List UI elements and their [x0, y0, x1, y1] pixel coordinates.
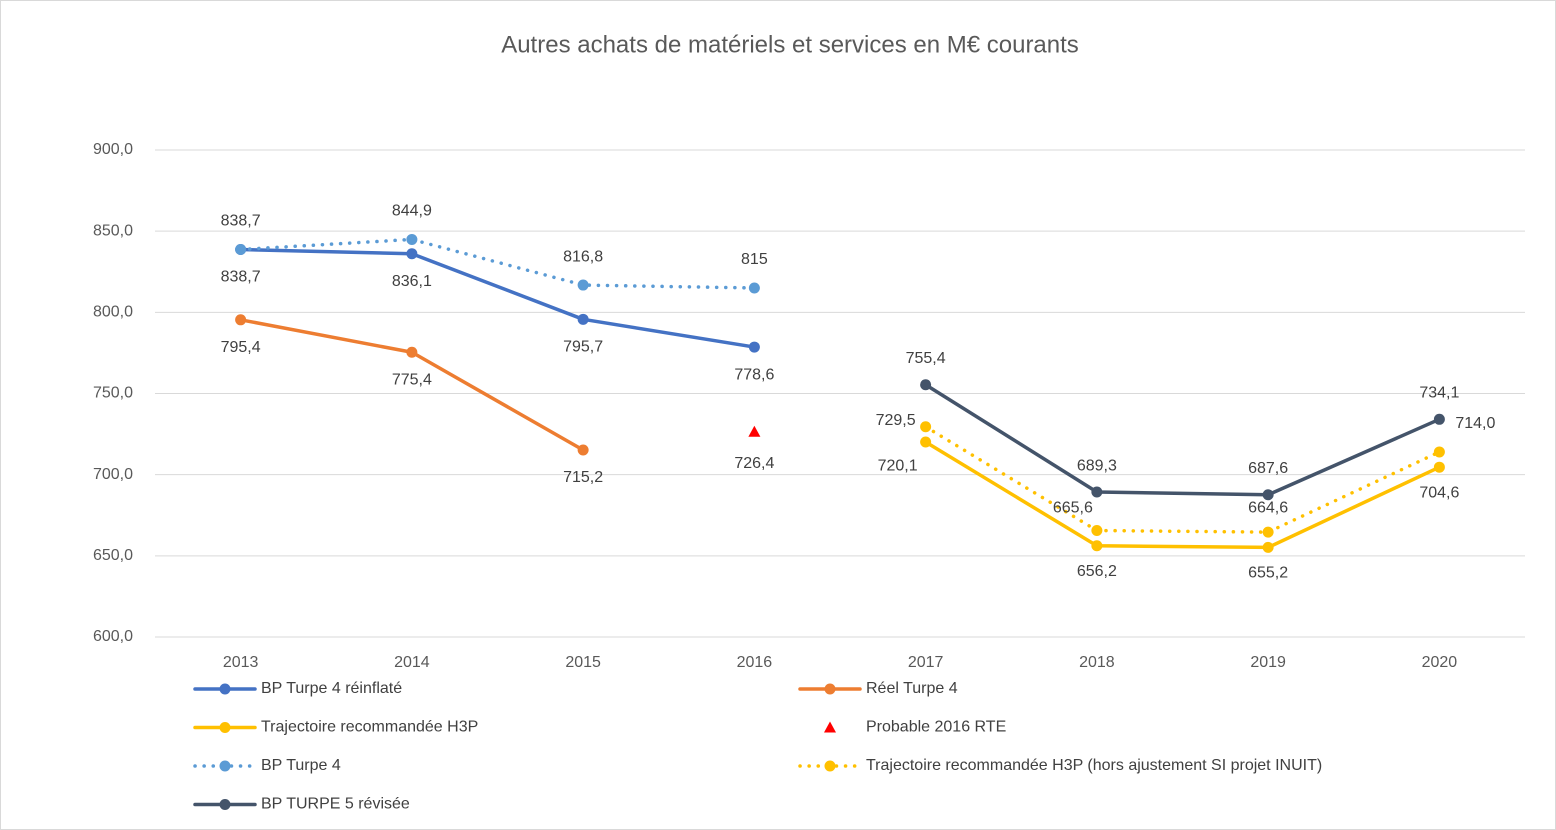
- point-marker: [748, 425, 761, 437]
- point-marker: [219, 799, 231, 810]
- x-tick-label: 2015: [565, 654, 601, 671]
- y-tick-label: 600,0: [93, 628, 133, 645]
- data-label: 689,3: [1077, 457, 1117, 474]
- data-label: 815: [741, 251, 768, 268]
- data-label: 775,4: [392, 371, 432, 388]
- data-label: 726,4: [734, 455, 774, 472]
- series-line: [923, 440, 1442, 550]
- y-tick-label: 700,0: [93, 466, 133, 483]
- legend-label: BP TURPE 5 révisée: [261, 796, 410, 813]
- legend-label: Probable 2016 RTE: [866, 719, 1006, 736]
- data-label: 734,1: [1419, 385, 1459, 402]
- point-marker: [824, 760, 836, 772]
- legend-label: BP Turpe 4 réinflaté: [261, 680, 402, 697]
- point-marker: [577, 444, 589, 456]
- x-tick-label: 2020: [1422, 654, 1458, 671]
- data-label: 704,6: [1419, 484, 1459, 501]
- point-marker: [920, 421, 932, 433]
- x-tick-label: 2018: [1079, 654, 1115, 671]
- data-label: 795,7: [563, 339, 603, 356]
- data-label: 714,0: [1455, 415, 1495, 432]
- point-marker: [824, 721, 836, 733]
- point-marker: [1433, 413, 1445, 425]
- x-tick-label: 2014: [394, 654, 430, 671]
- data-label: 795,4: [221, 339, 261, 356]
- data-label: 715,2: [563, 469, 603, 486]
- point-marker: [920, 379, 932, 391]
- data-label: 838,7: [221, 213, 261, 230]
- point-marker: [406, 233, 418, 245]
- series-line: [923, 382, 1442, 497]
- data-label: 816,8: [563, 248, 603, 265]
- point-marker: [577, 313, 589, 325]
- data-label: 755,4: [906, 350, 946, 367]
- point-marker: [235, 314, 247, 326]
- x-tick-label: 2013: [223, 654, 259, 671]
- data-label: 655,2: [1248, 565, 1288, 582]
- point-marker: [219, 760, 231, 772]
- point-marker: [577, 279, 589, 291]
- point-marker: [824, 683, 836, 695]
- data-label: 836,1: [392, 273, 432, 290]
- point-marker: [219, 722, 231, 733]
- series-line: [923, 425, 1442, 534]
- point-marker: [1091, 486, 1103, 498]
- data-label: 665,6: [1053, 500, 1093, 517]
- data-label: 729,5: [876, 412, 916, 429]
- x-tick-label: 2016: [737, 654, 773, 671]
- data-label: 720,1: [878, 457, 918, 474]
- legend-label: Trajectoire recommandée H3P: [261, 719, 478, 736]
- data-label: 778,6: [734, 366, 774, 383]
- point-marker: [406, 248, 418, 260]
- point-marker: [748, 282, 760, 294]
- point-marker: [1091, 525, 1103, 537]
- point-marker: [920, 436, 932, 448]
- legend-label: Trajectoire recommandée H3P (hors ajuste…: [866, 757, 1322, 774]
- y-tick-label: 900,0: [93, 141, 133, 158]
- y-tick-label: 750,0: [93, 385, 133, 402]
- point-marker: [1091, 540, 1103, 552]
- point-marker: [1262, 526, 1274, 538]
- x-tick-label: 2019: [1250, 654, 1286, 671]
- point-marker: [235, 244, 247, 256]
- data-label: 656,2: [1077, 563, 1117, 580]
- point-marker: [1433, 446, 1445, 458]
- legend-label: BP Turpe 4: [261, 757, 341, 774]
- point-marker: [406, 346, 418, 358]
- legend-label: Réel Turpe 4: [866, 680, 958, 697]
- point-marker: [219, 683, 231, 695]
- data-label: 844,9: [392, 203, 432, 220]
- data-label: 838,7: [221, 269, 261, 286]
- point-marker: [1433, 461, 1445, 473]
- data-label: 664,6: [1248, 499, 1288, 516]
- point-marker: [748, 341, 760, 353]
- x-tick-label: 2017: [908, 654, 944, 671]
- data-label: 687,6: [1248, 460, 1288, 477]
- y-tick-label: 850,0: [93, 222, 133, 239]
- y-tick-label: 800,0: [93, 304, 133, 321]
- series-line: [238, 247, 757, 349]
- point-marker: [1262, 489, 1274, 501]
- y-tick-label: 650,0: [93, 547, 133, 564]
- point-marker: [1262, 541, 1274, 553]
- chart-title: Autres achats de matériels et services e…: [501, 31, 1079, 58]
